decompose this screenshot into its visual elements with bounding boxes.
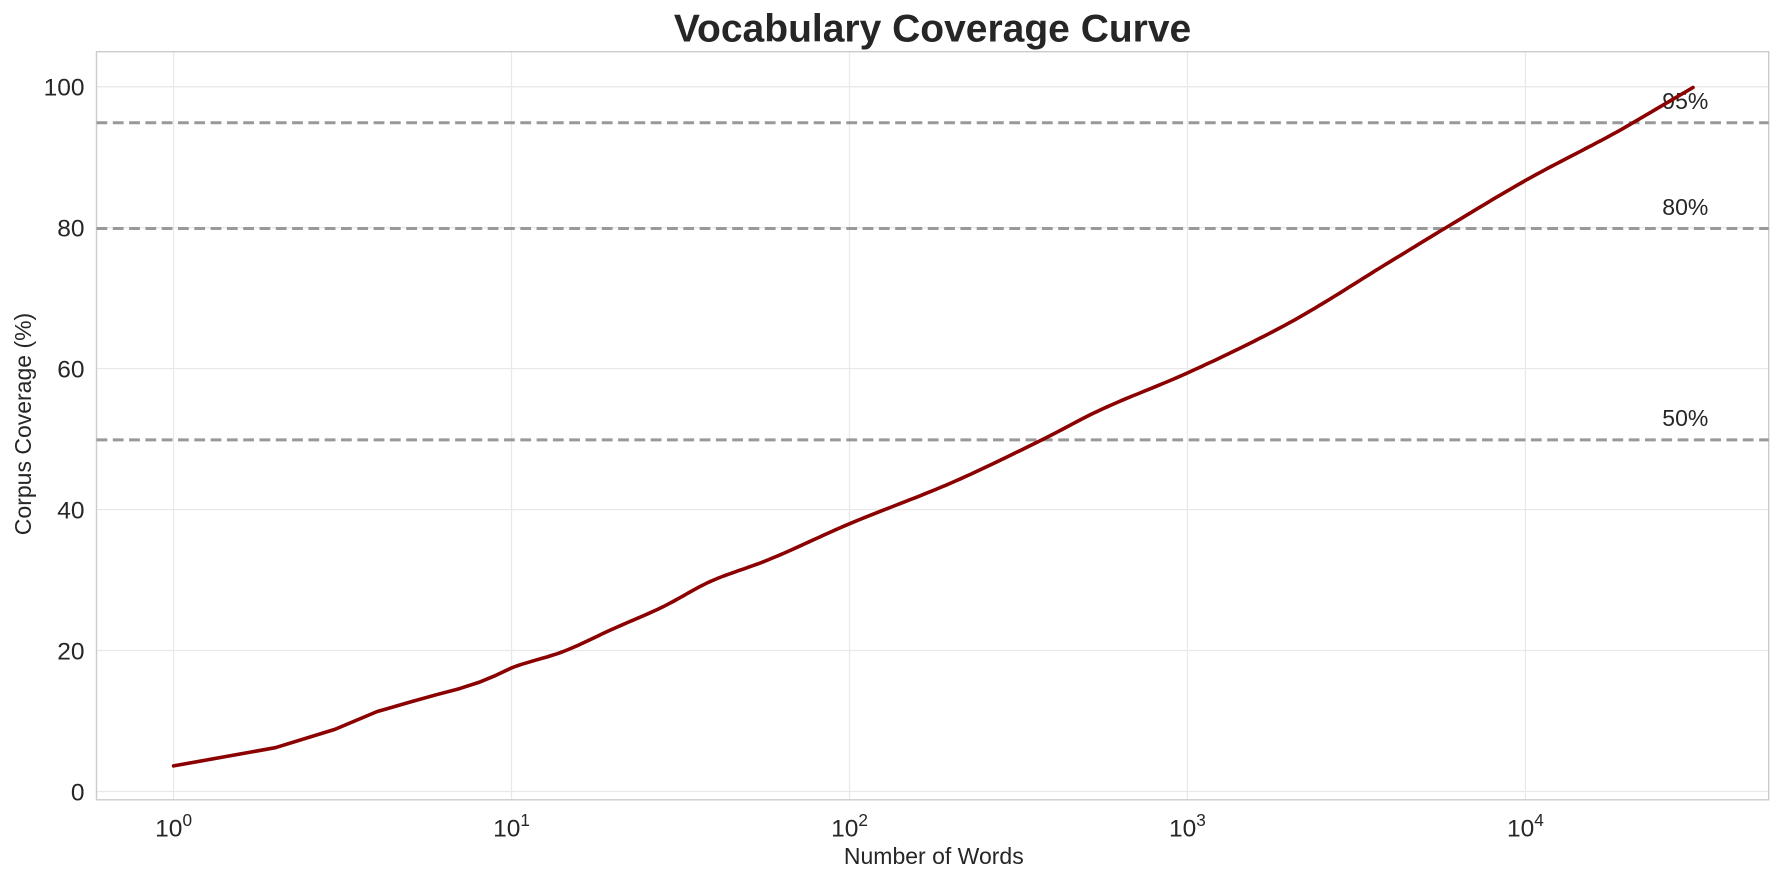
svg-text:20: 20	[57, 638, 84, 665]
svg-text:Number of Words: Number of Words	[844, 843, 1024, 869]
svg-text:101: 101	[493, 810, 530, 843]
svg-text:50%: 50%	[1662, 405, 1708, 431]
svg-text:80%: 80%	[1662, 194, 1708, 220]
svg-text:100: 100	[155, 810, 192, 843]
svg-text:Vocabulary Coverage Curve: Vocabulary Coverage Curve	[674, 7, 1191, 50]
svg-text:60: 60	[57, 356, 84, 383]
svg-text:103: 103	[1169, 810, 1206, 843]
svg-text:0: 0	[71, 779, 85, 806]
svg-text:104: 104	[1507, 810, 1544, 843]
svg-text:Corpus Coverage (%): Corpus Coverage (%)	[10, 313, 36, 535]
svg-text:80: 80	[57, 216, 84, 243]
svg-text:100: 100	[44, 75, 85, 102]
svg-text:102: 102	[831, 810, 868, 843]
svg-text:40: 40	[57, 497, 84, 524]
